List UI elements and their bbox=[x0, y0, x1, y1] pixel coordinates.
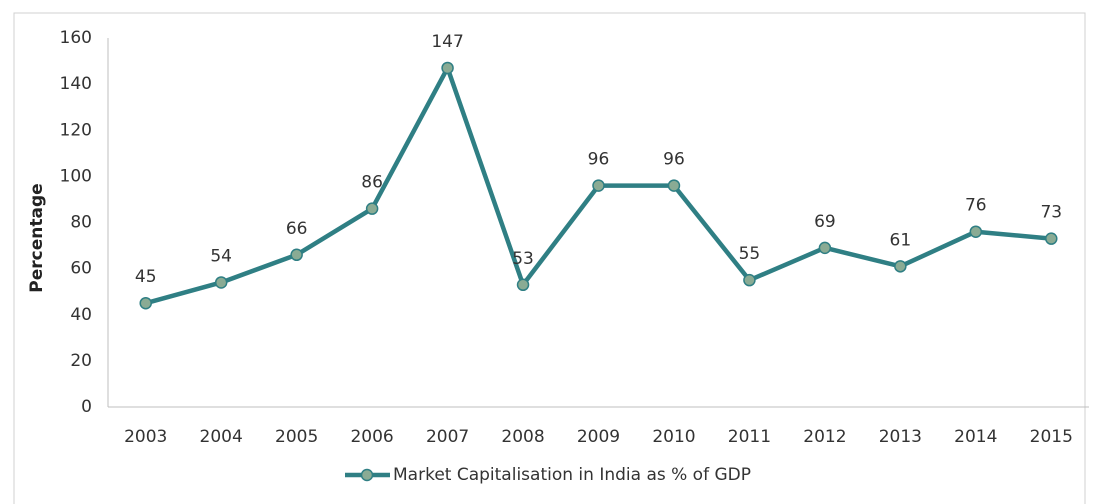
x-tick-label: 2005 bbox=[275, 427, 318, 447]
x-tick-label: 2015 bbox=[1030, 427, 1073, 447]
x-tick-label: 2012 bbox=[803, 427, 846, 447]
data-label: 96 bbox=[588, 150, 610, 170]
data-point bbox=[894, 260, 907, 273]
legend-marker bbox=[360, 468, 374, 482]
data-label: 96 bbox=[663, 150, 685, 170]
y-tick-label: 20 bbox=[70, 351, 92, 371]
x-tick-label: 2004 bbox=[200, 427, 243, 447]
y-tick-label: 40 bbox=[70, 305, 92, 325]
data-point bbox=[214, 276, 228, 289]
data-label: 86 bbox=[361, 173, 383, 193]
data-label: 147 bbox=[431, 32, 463, 52]
y-tick-label: 160 bbox=[60, 28, 92, 48]
data-point bbox=[365, 202, 379, 215]
x-tick-label: 2008 bbox=[501, 427, 544, 447]
data-label: 53 bbox=[512, 249, 534, 269]
chart-frame bbox=[13, 12, 1086, 504]
data-point bbox=[516, 278, 530, 292]
data-label: 55 bbox=[739, 244, 761, 264]
data-label: 45 bbox=[135, 267, 157, 287]
legend-label: Market Capitalisation in India as % of G… bbox=[393, 465, 751, 485]
data-label: 54 bbox=[210, 246, 232, 266]
y-tick-label: 100 bbox=[60, 166, 92, 186]
y-axis-label: Percentage bbox=[27, 183, 47, 292]
x-tick-label: 2009 bbox=[577, 427, 620, 447]
data-point bbox=[818, 241, 832, 255]
x-tick-label: 2007 bbox=[426, 427, 469, 447]
x-tick-label: 2014 bbox=[954, 427, 997, 447]
x-tick-label: 2013 bbox=[879, 427, 922, 447]
x-tick-label: 2010 bbox=[652, 427, 695, 447]
data-label: 61 bbox=[890, 230, 912, 250]
data-point bbox=[969, 225, 983, 238]
y-tick-label: 120 bbox=[60, 120, 92, 140]
data-point bbox=[667, 179, 681, 192]
y-tick-label: 60 bbox=[70, 259, 92, 279]
y-tick-label: 0 bbox=[81, 397, 92, 417]
data-point bbox=[290, 248, 303, 262]
data-point bbox=[743, 273, 756, 287]
data-label: 76 bbox=[965, 196, 987, 216]
x-tick-label: 2003 bbox=[124, 427, 167, 447]
data-point bbox=[139, 296, 152, 310]
data-point bbox=[592, 179, 605, 192]
data-point bbox=[1045, 232, 1058, 245]
data-label: 69 bbox=[814, 212, 836, 232]
y-tick-label: 140 bbox=[60, 74, 92, 94]
data-point bbox=[441, 61, 454, 75]
data-label: 66 bbox=[286, 219, 308, 239]
data-label: 73 bbox=[1040, 203, 1062, 223]
x-tick-label: 2011 bbox=[728, 427, 771, 447]
x-tick-label: 2006 bbox=[350, 427, 393, 447]
y-tick-label: 80 bbox=[70, 213, 92, 233]
